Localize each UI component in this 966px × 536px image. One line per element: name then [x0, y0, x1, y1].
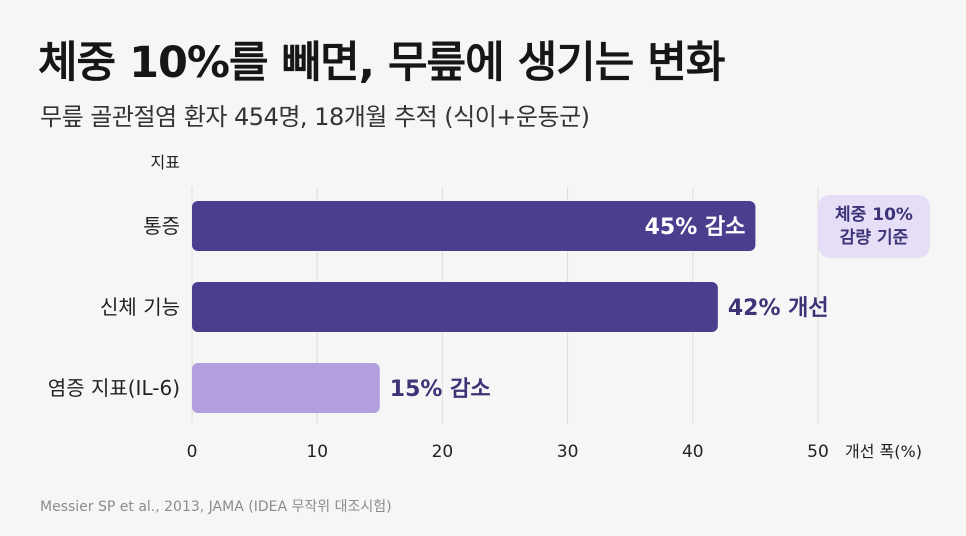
bar	[192, 363, 380, 413]
value-label: 45% 감소	[645, 215, 746, 240]
y-axis-header: 지표	[151, 153, 180, 172]
x-tick-label: 10	[306, 442, 328, 462]
source-note: Messier SP et al., 2013, JAMA (IDEA 무작위 …	[40, 499, 392, 515]
x-tick-label: 40	[682, 442, 704, 462]
badge-line-1: 체중 10%	[835, 205, 913, 226]
chart-subtitle: 무릎 골관절염 환자 454명, 18개월 추적 (식이+운동군)	[40, 103, 590, 131]
value-label: 15% 감소	[390, 377, 491, 402]
category-label: 신체 기능	[100, 295, 180, 319]
x-tick-label: 30	[557, 442, 579, 462]
weight-loss-badge: 체중 10% 감량 기준	[818, 195, 930, 258]
bar	[192, 282, 718, 332]
value-label: 42% 개선	[728, 296, 829, 321]
badge-line-2: 감량 기준	[839, 227, 909, 248]
chart-title: 체중 10%를 빼면, 무릎에 생기는 변화	[38, 38, 725, 88]
bar	[192, 201, 756, 251]
x-axis-label: 개선 폭(%)	[845, 442, 922, 461]
x-tick-label: 50	[807, 442, 829, 462]
x-tick-label: 20	[432, 442, 454, 462]
x-tick-label: 0	[187, 442, 198, 462]
category-label: 염증 지표(IL-6)	[48, 376, 180, 400]
category-label: 통증	[143, 214, 180, 238]
